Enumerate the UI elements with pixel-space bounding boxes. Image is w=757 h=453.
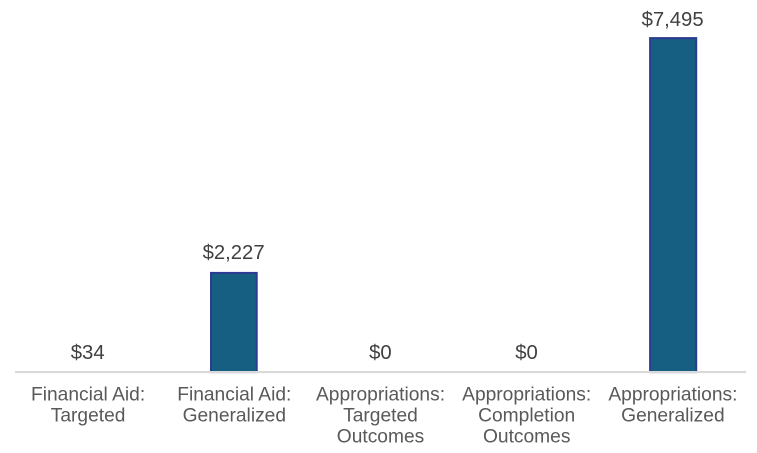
- svg-text:Targeted: Targeted: [343, 405, 418, 426]
- svg-text:Generalized: Generalized: [183, 405, 286, 426]
- svg-text:$0: $0: [369, 342, 392, 364]
- svg-text:$2,227: $2,227: [203, 242, 265, 264]
- svg-text:$0: $0: [515, 342, 538, 364]
- svg-text:Targeted: Targeted: [51, 405, 126, 426]
- svg-text:$7,495: $7,495: [642, 9, 704, 31]
- svg-text:Financial Aid:: Financial Aid:: [31, 384, 145, 405]
- svg-text:Appropriations:: Appropriations:: [462, 384, 591, 405]
- svg-text:Appropriations:: Appropriations:: [316, 384, 445, 405]
- svg-text:Outcomes: Outcomes: [483, 427, 570, 448]
- svg-text:Completion: Completion: [478, 405, 575, 426]
- svg-text:Outcomes: Outcomes: [337, 427, 424, 448]
- svg-text:Appropriations:: Appropriations:: [608, 384, 737, 405]
- svg-text:Generalized: Generalized: [621, 405, 724, 426]
- svg-text:$34: $34: [71, 342, 105, 364]
- svg-text:Financial Aid:: Financial Aid:: [177, 384, 291, 405]
